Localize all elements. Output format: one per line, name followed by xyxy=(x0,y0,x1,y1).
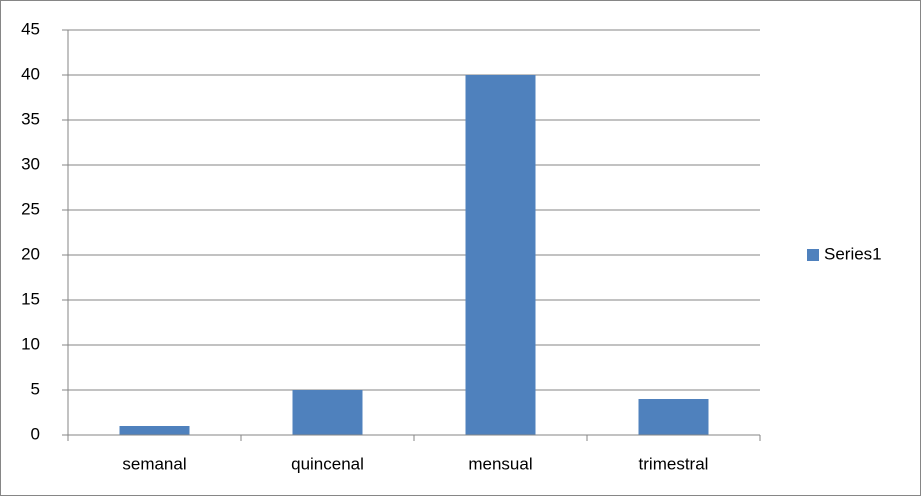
x-tick-label: quincenal xyxy=(291,454,364,473)
y-tick-label: 10 xyxy=(21,334,40,353)
y-tick-label: 0 xyxy=(31,424,40,443)
y-tick-label: 5 xyxy=(31,379,40,398)
y-tick-label: 30 xyxy=(21,154,40,173)
legend-swatch xyxy=(807,249,819,261)
x-tick-label: trimestral xyxy=(639,454,709,473)
bar xyxy=(638,399,709,435)
bar xyxy=(465,75,536,435)
legend-label: Series1 xyxy=(824,244,882,263)
y-tick-label: 20 xyxy=(21,244,40,263)
y-tick-label: 35 xyxy=(21,109,40,128)
x-tick-label: semanal xyxy=(122,454,186,473)
y-tick-label: 40 xyxy=(21,64,40,83)
y-tick-label: 25 xyxy=(21,199,40,218)
bar xyxy=(292,390,363,435)
y-tick-label: 15 xyxy=(21,289,40,308)
bar xyxy=(119,426,190,435)
x-tick-label: mensual xyxy=(468,454,532,473)
y-tick-label: 45 xyxy=(21,19,40,38)
